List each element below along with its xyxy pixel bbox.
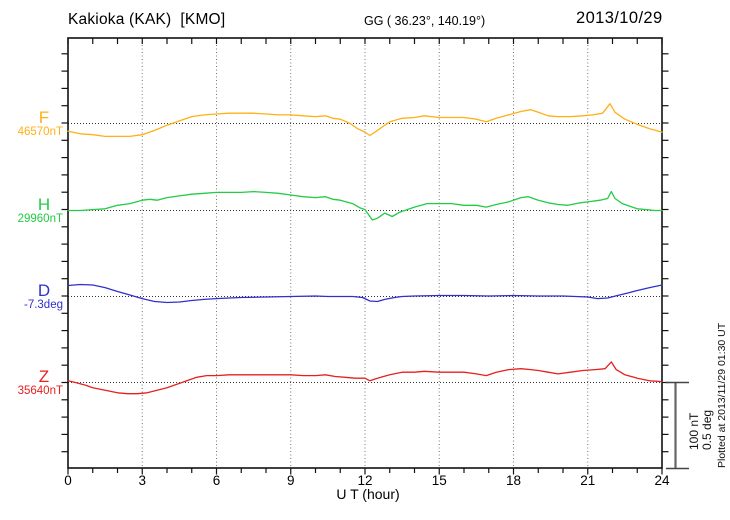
channel-baseline-value: 35640nT xyxy=(17,384,63,397)
x-tick-label: 0 xyxy=(64,473,72,488)
channel-letter: Z xyxy=(38,366,50,386)
x-tick-label: 21 xyxy=(580,473,596,488)
x-tick-label: 15 xyxy=(431,473,447,488)
scale-bar-deg: 0.5 deg xyxy=(700,409,714,450)
channel-baseline-value: 29960nT xyxy=(17,212,63,225)
plot-frame xyxy=(67,37,663,469)
x-tick-label: 24 xyxy=(654,473,670,488)
channel-letter: D xyxy=(37,280,51,300)
scale-bar-nt: 100 nT xyxy=(687,412,701,450)
x-tick-label: 18 xyxy=(505,473,522,488)
channel-label-F: F 46570nT xyxy=(0,108,70,144)
station-title: Kakioka (KAK) [KMO] xyxy=(68,11,226,28)
trace-H xyxy=(67,190,663,221)
x-tick-label: 9 xyxy=(286,473,295,488)
x-tick-label: 6 xyxy=(212,473,221,488)
observation-date: 2013/10/29 xyxy=(576,9,663,27)
trace-D xyxy=(67,283,663,304)
channel-letter: F xyxy=(38,107,50,127)
channel-label-D: D -7.3deg xyxy=(0,281,70,317)
channel-letter: H xyxy=(37,194,51,214)
trace-Z xyxy=(67,361,663,395)
channel-baseline-value: -7.3deg xyxy=(23,298,63,311)
x-tick-label: 12 xyxy=(357,473,373,488)
channel-label-Z: Z 35640nT xyxy=(0,367,70,403)
x-axis-label: U T (hour) xyxy=(336,486,400,502)
channel-baseline-value: 46570nT xyxy=(17,125,63,138)
plotted-at-note: Plotted at 2013/11/29 01:30 UT xyxy=(716,322,728,468)
trace-F xyxy=(67,103,663,138)
scale-bar-label: 100 nT 0.5 deg xyxy=(687,409,714,450)
channel-label-H: H 29960nT xyxy=(0,195,70,231)
geographic-coordinates: GG ( 36.23°, 140.19°) xyxy=(364,14,486,28)
x-tick-label: 3 xyxy=(138,473,146,488)
